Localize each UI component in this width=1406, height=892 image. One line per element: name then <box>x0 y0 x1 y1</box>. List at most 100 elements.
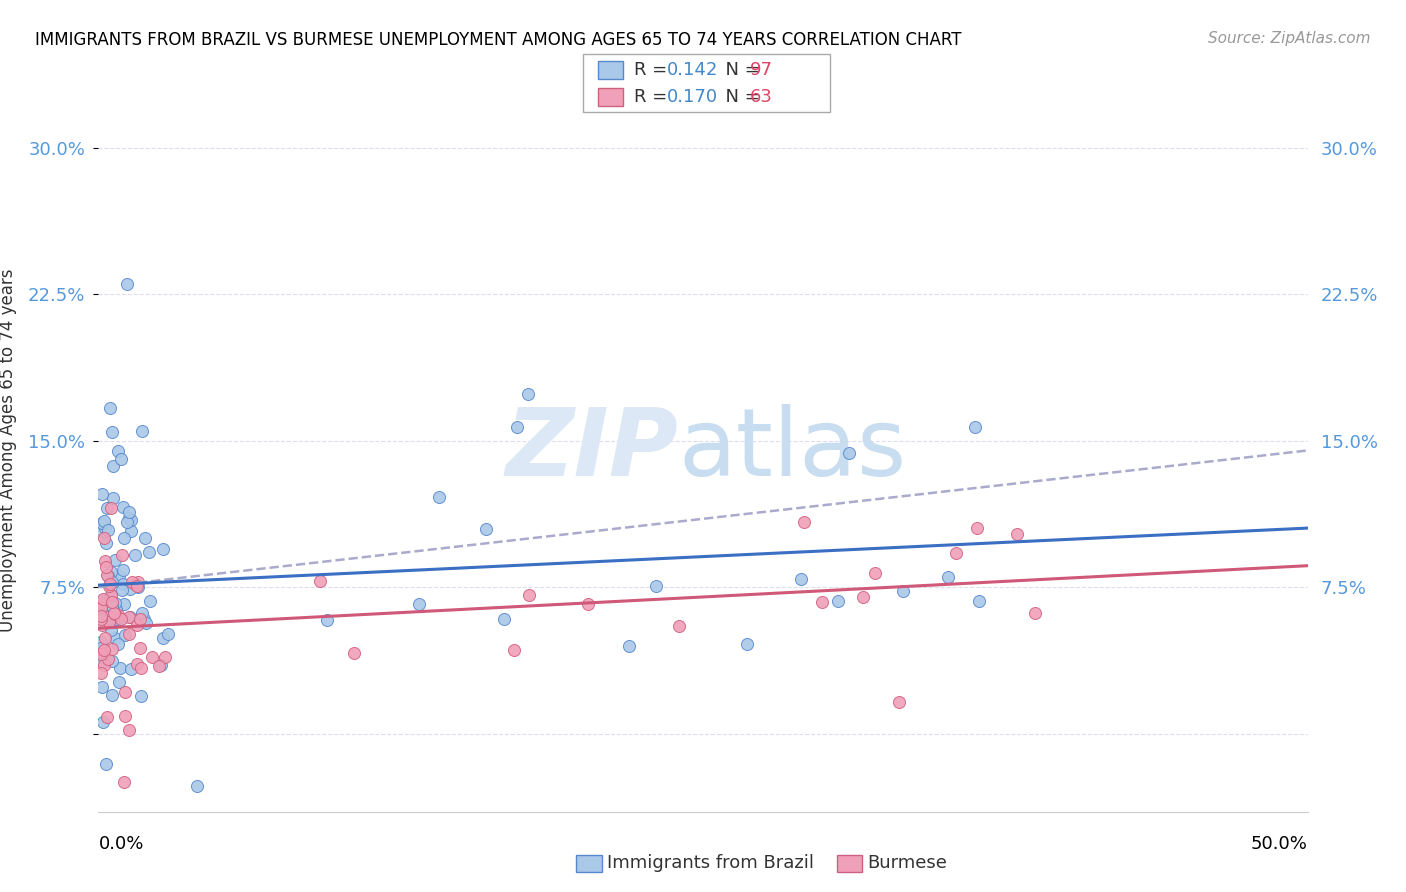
Text: N =: N = <box>714 88 766 106</box>
Point <box>111 582 134 597</box>
Point <box>94 536 117 550</box>
Point <box>129 613 152 627</box>
Point <box>619 639 641 653</box>
Text: R =: R = <box>634 61 673 78</box>
Point <box>408 598 430 612</box>
Point <box>852 590 875 604</box>
Point <box>90 601 112 615</box>
Point <box>891 583 914 598</box>
Point <box>114 685 136 699</box>
Text: 63: 63 <box>749 88 772 106</box>
Point <box>90 604 112 618</box>
Point <box>97 569 120 583</box>
Point <box>131 606 153 620</box>
Point <box>94 601 117 615</box>
Point <box>90 608 112 623</box>
Point <box>100 588 122 602</box>
Point <box>152 541 174 556</box>
Point <box>150 658 173 673</box>
Point <box>135 615 157 630</box>
Point <box>139 594 162 608</box>
Point <box>111 548 134 562</box>
Point <box>91 516 114 531</box>
Point <box>474 522 496 536</box>
Point <box>793 516 815 530</box>
Point <box>936 570 959 584</box>
Point <box>98 577 121 591</box>
Point <box>98 615 121 630</box>
Point <box>90 595 112 609</box>
Point <box>645 578 668 592</box>
Point <box>104 602 127 616</box>
Point <box>93 714 115 729</box>
Point <box>503 643 526 657</box>
Point <box>124 577 146 591</box>
Point <box>966 521 988 535</box>
Point <box>138 545 160 559</box>
Point <box>107 608 129 623</box>
Point <box>152 631 174 645</box>
Point <box>90 650 112 665</box>
Point <box>90 612 112 626</box>
Point <box>1007 527 1029 541</box>
Text: atlas: atlas <box>679 404 907 497</box>
Point <box>115 515 138 529</box>
Point <box>124 548 146 562</box>
Point <box>117 627 139 641</box>
Text: 50.0%: 50.0% <box>1251 835 1308 853</box>
Point <box>112 597 135 611</box>
Point <box>516 387 538 401</box>
Point <box>117 277 139 292</box>
Point <box>97 651 120 665</box>
Point <box>121 574 143 589</box>
Point <box>157 627 180 641</box>
Point <box>309 574 332 588</box>
Point <box>94 521 117 535</box>
Point <box>104 631 127 645</box>
Point <box>790 572 813 586</box>
Point <box>105 612 128 626</box>
Point <box>343 646 366 660</box>
Point <box>91 593 114 607</box>
Point <box>153 649 176 664</box>
Point <box>96 500 118 515</box>
Point <box>965 420 987 434</box>
Point <box>101 491 124 505</box>
Point <box>967 594 990 608</box>
Point <box>668 618 690 632</box>
Point <box>91 598 114 612</box>
Point <box>134 531 156 545</box>
Point <box>103 607 125 621</box>
Point <box>100 624 122 638</box>
Point <box>101 654 124 668</box>
Point <box>100 501 122 516</box>
Point <box>94 560 117 574</box>
Point <box>129 689 152 703</box>
Point <box>506 420 529 434</box>
Point <box>315 613 337 627</box>
Point <box>91 680 114 694</box>
Point <box>104 597 127 611</box>
Point <box>114 628 136 642</box>
Point <box>93 514 115 528</box>
Point <box>111 500 134 514</box>
Point <box>93 631 115 645</box>
Point <box>108 675 131 690</box>
Point <box>141 650 163 665</box>
Point <box>118 723 141 738</box>
Point <box>96 568 118 582</box>
Point <box>110 661 132 675</box>
Text: 0.170: 0.170 <box>666 88 717 106</box>
Point <box>90 635 112 649</box>
Point <box>101 425 124 440</box>
Point <box>118 511 141 525</box>
Text: 97: 97 <box>749 61 772 78</box>
Point <box>90 648 112 662</box>
Point <box>131 424 153 438</box>
Point <box>114 775 136 789</box>
Point <box>93 657 115 672</box>
Point <box>94 553 117 567</box>
Point <box>90 666 112 681</box>
Text: IMMIGRANTS FROM BRAZIL VS BURMESE UNEMPLOYMENT AMONG AGES 65 TO 74 YEARS CORRELA: IMMIGRANTS FROM BRAZIL VS BURMESE UNEMPL… <box>35 31 962 49</box>
Point <box>125 617 148 632</box>
